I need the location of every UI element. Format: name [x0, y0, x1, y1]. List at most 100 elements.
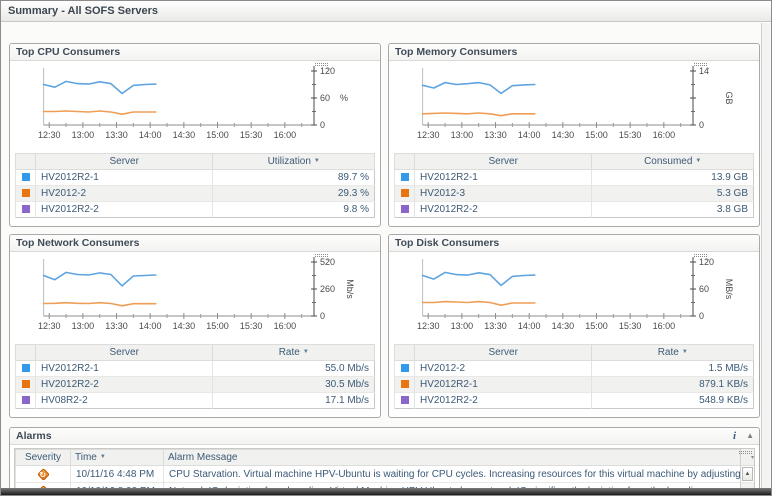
sort-arrow-icon: ▼: [99, 454, 106, 461]
column-header-label: Consumed: [644, 156, 693, 167]
column-header-server[interactable]: Server: [34, 153, 214, 170]
table-row[interactable]: HV2012-2 1.5 MB/s: [394, 360, 754, 377]
svg-text:15:00: 15:00: [206, 130, 229, 140]
server-name: HV2012R2-1: [34, 169, 213, 186]
table-row[interactable]: HV2012-3 5.3 GB: [394, 185, 754, 202]
table-row[interactable]: HV08R2-2 17.1 Mb/s: [15, 392, 375, 409]
svg-text:15:00: 15:00: [585, 130, 608, 140]
svg-text:14:30: 14:30: [552, 321, 575, 331]
column-header-alarm-message[interactable]: Alarm Message: [163, 449, 754, 466]
panel-title-text: Top Memory Consumers: [395, 46, 518, 58]
column-header-rate[interactable]: Rate ▼: [591, 344, 754, 361]
svg-text:15:30: 15:30: [619, 321, 642, 331]
svg-text:14:30: 14:30: [552, 130, 575, 140]
table-row[interactable]: HV2012R2-1 89.7 %: [15, 169, 375, 186]
chart-options-icon[interactable]: ▾: [315, 63, 330, 74]
panel-title-text: Top CPU Consumers: [16, 46, 121, 58]
chart-options-icon[interactable]: ▾: [694, 63, 709, 74]
column-header-server[interactable]: Server: [34, 344, 214, 361]
svg-text:520: 520: [320, 257, 335, 267]
server-name: HV2012-2: [413, 360, 592, 377]
column-header-label: Server: [488, 156, 518, 167]
series-color-swatch: [21, 396, 30, 405]
alarms-title-bar: Alarms i ▲: [10, 428, 759, 445]
table-header-row: Server Consumed ▼: [394, 153, 754, 170]
table-header-row: Server Rate ▼: [394, 344, 754, 361]
svg-text:14:30: 14:30: [173, 130, 196, 140]
server-name: HV2012R2-2: [34, 201, 213, 218]
column-header-label: Utilization: [267, 156, 311, 167]
series-color-swatch: [400, 380, 409, 389]
column-header-consumed[interactable]: Consumed ▼: [591, 153, 754, 170]
dashboard-content: Top CPU Consumers 12:30 13:00 13:30 14:00 14…: [1, 23, 760, 495]
table-row[interactable]: HV2012R2-2 30.5 Mb/s: [15, 376, 375, 393]
cpu-consumers-table: Server Utilization ▼ HV2012R2-1 89.7 % HV…: [15, 153, 375, 218]
series-color-swatch: [400, 189, 409, 198]
memory-consumers-chart[interactable]: 12:30 13:00 13:30 14:00 14:30 15:00 15:30 16:00…: [397, 64, 759, 150]
svg-text:14:30: 14:30: [173, 321, 196, 331]
svg-text:16:00: 16:00: [274, 321, 297, 331]
swatch-column-header: [15, 153, 36, 170]
table-row[interactable]: HV2012R2-1 55.0 Mb/s: [15, 360, 375, 377]
column-header-server[interactable]: Server: [413, 344, 593, 361]
svg-text:14: 14: [699, 66, 709, 76]
table-row[interactable]: HV2012-2 29.3 %: [15, 185, 375, 202]
column-header-label: Server: [109, 156, 139, 167]
collapse-icon[interactable]: ▲: [746, 431, 754, 440]
svg-text:MB/s: MB/s: [724, 279, 734, 300]
sort-arrow-icon: ▼: [302, 349, 309, 356]
column-header-utilization[interactable]: Utilization ▼: [212, 153, 375, 170]
alarm-time: 10/11/16 4:48 PM: [70, 465, 164, 483]
column-header-severity[interactable]: Severity: [15, 449, 71, 466]
server-name: HV2012R2-2: [413, 201, 592, 218]
series-color-swatch: [400, 205, 409, 214]
svg-text:14:00: 14:00: [518, 321, 541, 331]
alarm-row[interactable]: ↻ 10/11/16 4:48 PM CPU Starvation. Virtu…: [15, 465, 754, 483]
metric-value: 548.9 KB/s: [591, 392, 754, 409]
info-icon[interactable]: i: [733, 430, 737, 442]
svg-text:13:30: 13:30: [484, 321, 507, 331]
chart-options-icon[interactable]: ▾: [694, 254, 709, 265]
svg-text:13:00: 13:00: [451, 130, 474, 140]
server-name: HV2012R2-1: [413, 169, 592, 186]
metric-value: 17.1 Mb/s: [212, 392, 375, 409]
chart-options-icon[interactable]: ▾: [315, 254, 330, 265]
alarm-message: CPU Starvation. Virtual machine HPV-Ubun…: [163, 465, 754, 483]
svg-text:15:30: 15:30: [240, 130, 263, 140]
svg-text:16:00: 16:00: [274, 130, 297, 140]
panel-top-network-consumers: Top Network Consumers 12:30 13:00 13:30 14:…: [9, 234, 381, 418]
scroll-up-icon[interactable]: ▲: [742, 467, 753, 481]
svg-text:GB: GB: [724, 91, 734, 104]
svg-text:13:00: 13:00: [72, 321, 95, 331]
cpu-consumers-chart[interactable]: 12:30 13:00 13:30 14:00 14:30 15:00 15:30 16:00…: [18, 64, 380, 150]
table-row[interactable]: HV2012R2-1 879.1 KB/s: [394, 376, 754, 393]
cpu-chart-area: 12:30 13:00 13:30 14:00 14:30 15:00 15:30 16:00…: [10, 61, 380, 153]
column-header-rate[interactable]: Rate ▼: [212, 344, 375, 361]
page-scrollbar[interactable]: [761, 23, 770, 488]
table-options-icon[interactable]: ▾: [739, 451, 754, 462]
table-row[interactable]: HV2012R2-1 13.9 GB: [394, 169, 754, 186]
svg-text:13:30: 13:30: [484, 130, 507, 140]
panel-title: Top Memory Consumers: [389, 44, 759, 61]
table-row[interactable]: HV2012R2-2 3.8 GB: [394, 201, 754, 218]
metric-value: 89.7 %: [212, 169, 375, 186]
table-row[interactable]: HV2012R2-2 9.8 %: [15, 201, 375, 218]
alarms-header-row: Severity Time ▼ Alarm Message: [15, 449, 754, 466]
svg-text:16:00: 16:00: [653, 321, 676, 331]
svg-text:%: %: [340, 93, 348, 103]
column-header-label: Rate: [657, 347, 679, 358]
series-color-swatch: [21, 173, 30, 182]
warning-severity-icon[interactable]: ↻: [36, 467, 50, 481]
table-row[interactable]: HV2012R2-2 548.9 KB/s: [394, 392, 754, 409]
column-header-server[interactable]: Server: [413, 153, 593, 170]
table-header-row: Server Rate ▼: [15, 344, 375, 361]
alarms-panel: Alarms i ▲ Severity Time ▼ Alarm Message …: [9, 427, 760, 495]
metric-value: 9.8 %: [212, 201, 375, 218]
panel-top-cpu-consumers: Top CPU Consumers 12:30 13:00 13:30 14:00 14…: [9, 43, 381, 227]
network-consumers-table: Server Rate ▼ HV2012R2-1 55.0 Mb/s HV2012…: [15, 344, 375, 409]
disk-consumers-chart[interactable]: 12:30 13:00 13:30 14:00 14:30 15:00 15:30 16:00…: [397, 255, 759, 341]
network-consumers-chart[interactable]: 12:30 13:00 13:30 14:00 14:30 15:00 15:30 16:00…: [18, 255, 380, 341]
column-header-time[interactable]: Time ▼: [70, 449, 164, 466]
svg-text:12:30: 12:30: [417, 321, 440, 331]
